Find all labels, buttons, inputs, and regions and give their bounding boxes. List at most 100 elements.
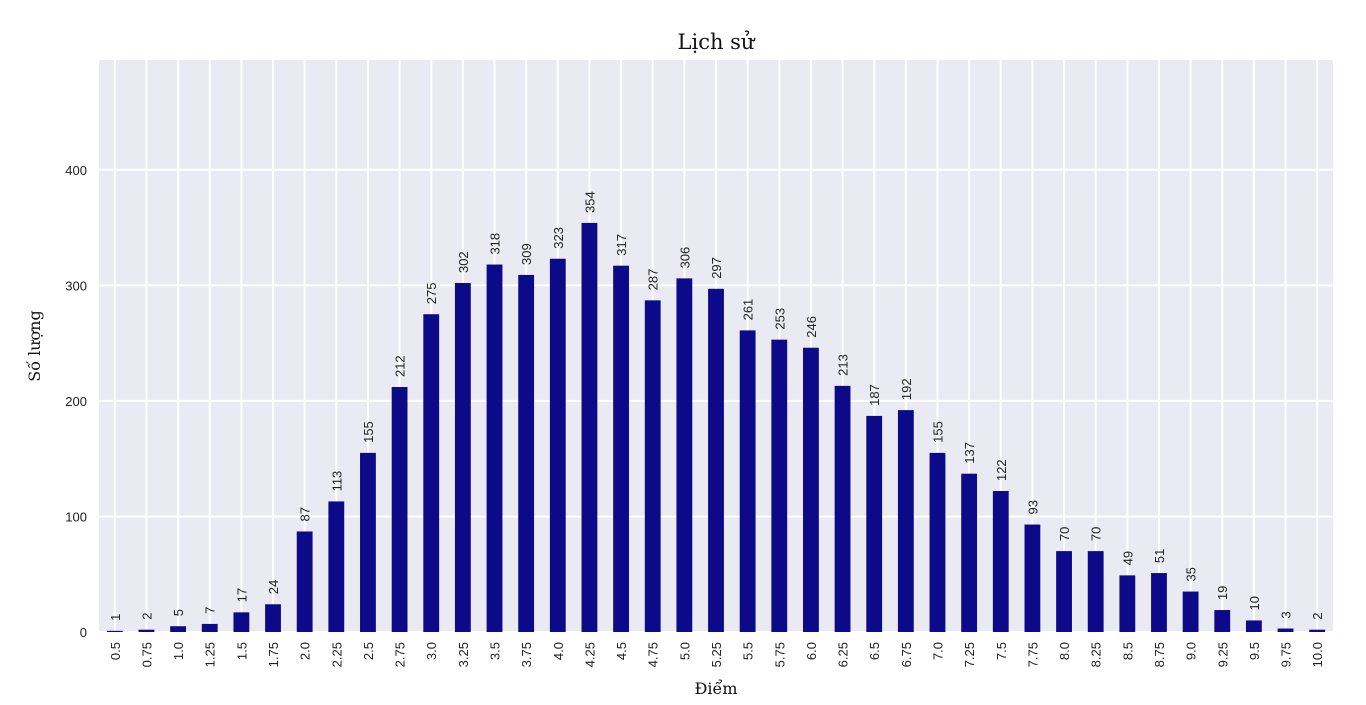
bar <box>233 612 250 632</box>
x-tick-label: 6.25 <box>836 642 851 667</box>
y-tick-label: 100 <box>65 509 87 524</box>
x-axis-ticks: 0.5 0.75 1.0 1.25 1.5 1.75 2.0 2.25 2.5 2.75 3.0 3.… <box>108 642 1325 667</box>
x-tick-label: 1.75 <box>266 642 281 667</box>
bar-value-label: 70 <box>1089 527 1104 541</box>
bar <box>676 278 693 632</box>
bar <box>1087 551 1104 632</box>
x-tick-label: 6.5 <box>867 642 882 660</box>
x-tick-label: 7.5 <box>994 642 1009 660</box>
bar <box>897 410 914 632</box>
x-tick-label: 0.5 <box>108 642 123 660</box>
x-tick-label: 8.75 <box>1152 642 1167 667</box>
x-tick-label: 1.0 <box>171 642 186 660</box>
bar <box>1056 551 1072 632</box>
bar <box>265 604 281 632</box>
bar <box>1309 629 1326 632</box>
bar <box>708 288 724 632</box>
bar-value-label: 246 <box>804 316 819 338</box>
y-axis-ticks: 0 100 200 300 400 <box>65 163 87 640</box>
x-tick-label: 8.25 <box>1089 642 1104 667</box>
bar <box>992 491 1009 632</box>
bar-value-label: 187 <box>867 384 882 406</box>
bar-value-label: 1 <box>108 614 123 621</box>
bar-value-label: 49 <box>1120 551 1135 565</box>
x-tick-label: 1.25 <box>203 642 218 667</box>
bar <box>328 501 345 632</box>
x-tick-label: 9.5 <box>1247 642 1262 660</box>
x-tick-label: 6.0 <box>804 642 819 660</box>
bar <box>644 300 661 632</box>
bar-value-label: 10 <box>1247 596 1262 610</box>
bar-value-label: 87 <box>298 507 313 521</box>
bar <box>360 452 376 632</box>
bar <box>739 330 756 632</box>
x-tick-label: 1.5 <box>234 642 249 660</box>
x-tick-label: 8.0 <box>1057 642 1072 660</box>
bar-value-label: 7 <box>203 607 218 614</box>
bar-value-label: 192 <box>899 378 914 400</box>
bar-value-label: 51 <box>1152 549 1167 563</box>
x-tick-label: 10.0 <box>1310 642 1325 667</box>
bar <box>486 264 503 632</box>
bar <box>1182 591 1199 632</box>
bar-value-label: 306 <box>677 247 692 269</box>
bar-value-label: 287 <box>646 269 661 291</box>
bar-value-label: 35 <box>1184 567 1199 581</box>
x-tick-label: 2.25 <box>329 642 344 667</box>
bar-value-label: 318 <box>488 233 503 255</box>
x-tick-label: 5.25 <box>709 642 724 667</box>
bar <box>106 630 123 632</box>
bar-value-label: 5 <box>171 609 186 616</box>
x-tick-label: 9.75 <box>1279 642 1294 667</box>
y-tick-label: 200 <box>65 394 87 409</box>
bar <box>170 626 187 632</box>
bar-value-label: 2 <box>139 612 154 619</box>
bar <box>1277 628 1294 632</box>
x-tick-label: 4.25 <box>582 642 597 667</box>
bar <box>803 347 819 632</box>
y-axis-label: Số lượng <box>25 310 44 381</box>
y-tick-label: 400 <box>65 163 87 178</box>
chart-title: Lịch sử <box>678 30 756 54</box>
bar-value-label: 212 <box>393 355 408 377</box>
bar-value-label: 213 <box>836 354 851 376</box>
data-labels: 1 2 5 7 17 24 87 113 155 212 275 302 318 309 323 354 317… <box>108 191 1325 621</box>
x-tick-label: 4.75 <box>646 642 661 667</box>
bar-value-label: 261 <box>741 299 756 321</box>
bar-value-label: 137 <box>962 442 977 464</box>
bar <box>454 283 471 632</box>
bar <box>961 473 978 632</box>
bar <box>834 385 851 632</box>
bar <box>138 629 155 632</box>
x-tick-label: 8.5 <box>1120 642 1135 660</box>
x-tick-label: 2.75 <box>393 642 408 667</box>
x-tick-label: 5.75 <box>772 642 787 667</box>
x-tick-label: 4.5 <box>614 642 629 660</box>
bar-value-label: 323 <box>551 227 566 249</box>
bar <box>549 258 566 632</box>
bar <box>613 265 629 632</box>
bar-value-label: 2 <box>1310 612 1325 619</box>
bar <box>391 387 408 632</box>
x-axis-label: Điểm <box>694 679 737 698</box>
bar-value-label: 275 <box>424 283 439 305</box>
bar-value-label: 70 <box>1057 527 1072 541</box>
x-tick-label: 9.25 <box>1215 642 1230 667</box>
bar <box>423 314 440 632</box>
x-tick-label: 3.25 <box>456 642 471 667</box>
bar <box>1119 575 1136 632</box>
bar-value-label: 155 <box>361 421 376 443</box>
bar-value-label: 155 <box>930 421 945 443</box>
bar <box>771 339 788 632</box>
bar-value-label: 122 <box>994 459 1009 481</box>
bar-value-label: 24 <box>266 580 281 594</box>
bars <box>106 222 1326 632</box>
bar <box>1214 610 1231 632</box>
x-tick-label: 7.25 <box>962 642 977 667</box>
bar-value-label: 113 <box>329 471 344 492</box>
bar <box>1024 524 1041 632</box>
bar-value-label: 309 <box>519 243 534 265</box>
bar-value-label: 302 <box>456 251 471 273</box>
x-tick-label: 3.75 <box>519 642 534 667</box>
